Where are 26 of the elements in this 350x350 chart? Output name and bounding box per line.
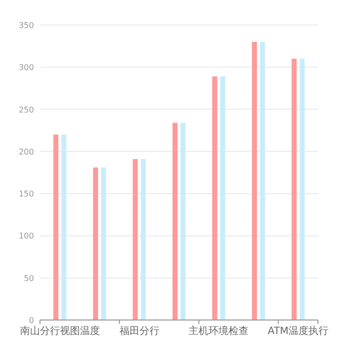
bar: [140, 159, 146, 320]
bar: [220, 76, 226, 320]
bar: [300, 58, 305, 320]
bar: [172, 122, 178, 320]
bar: [292, 58, 297, 320]
y-tick-label: 100: [18, 232, 34, 241]
x-tick-label: ATM温度执行: [268, 325, 329, 337]
bar: [180, 122, 186, 320]
bar: [101, 167, 106, 320]
bar: [212, 76, 218, 320]
y-tick-label: 200: [18, 147, 34, 156]
y-tick-label: 350: [18, 21, 34, 30]
y-tick-label: 150: [18, 190, 34, 199]
bar: [93, 167, 98, 320]
y-tick-label: 300: [18, 63, 34, 72]
y-tick-label: 0: [28, 316, 34, 325]
bar: [252, 42, 257, 320]
y-tick-label: 50: [24, 274, 34, 283]
x-tick-label: 南山分行视图温度: [20, 325, 100, 337]
bar: [132, 159, 138, 320]
x-tick-label: 福田分行: [119, 325, 160, 337]
bar: [61, 134, 66, 320]
bar: [53, 134, 58, 320]
y-tick-label: 250: [18, 105, 34, 114]
x-tick-label: 主机环境检查: [188, 325, 249, 337]
bar: [260, 42, 265, 320]
